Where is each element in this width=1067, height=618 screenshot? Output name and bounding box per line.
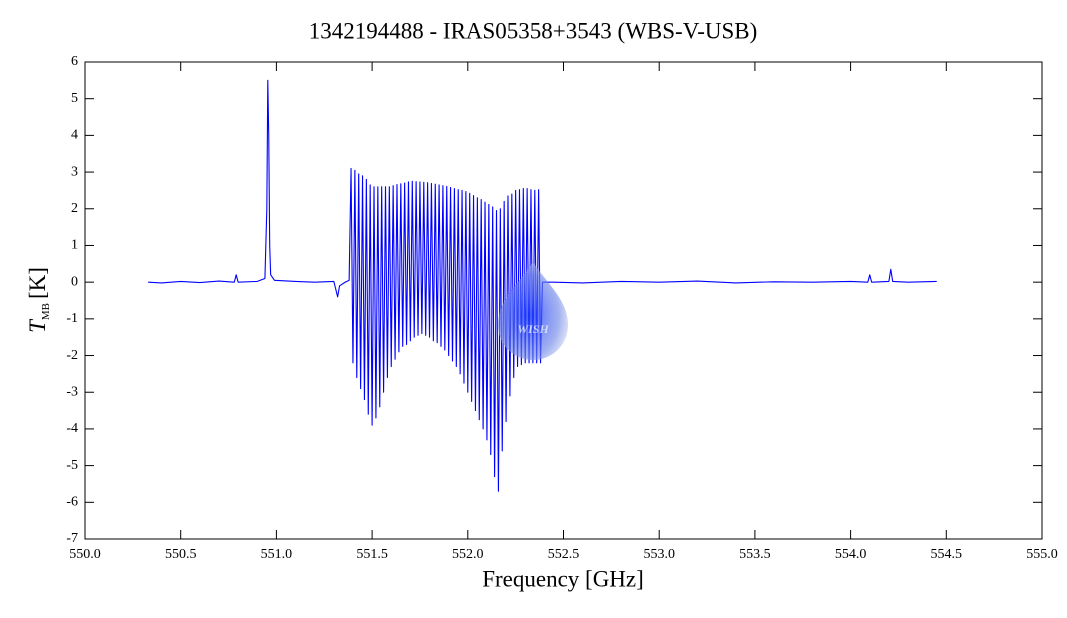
- x-tick-label: 553.5: [739, 547, 771, 562]
- y-label-unit: [K]: [25, 267, 50, 299]
- y-tick-label: 5: [71, 91, 78, 106]
- y-tick-label: 4: [71, 128, 78, 143]
- y-tick-label: 0: [71, 274, 78, 289]
- x-tick-label: 551.0: [261, 547, 293, 562]
- x-tick-label: 552.5: [548, 547, 580, 562]
- y-tick-label: 6: [71, 54, 78, 69]
- y-tick-label: -7: [66, 531, 78, 546]
- spectrum-line: [148, 79, 937, 492]
- x-tick-label: 550.5: [165, 547, 197, 562]
- x-tick-label: 551.5: [356, 547, 388, 562]
- x-tick-label: 554.0: [835, 547, 867, 562]
- y-tick-label: 1: [71, 238, 78, 253]
- x-tick-label: 553.0: [643, 547, 675, 562]
- y-axis-label: TMB [K]: [25, 267, 51, 333]
- x-tick-label: 554.5: [931, 547, 963, 562]
- marks: [148, 79, 937, 492]
- y-tick-label: -4: [66, 421, 78, 436]
- chart-title: 1342194488 - IRAS05358+3543 (WBS-V-USB): [309, 18, 758, 43]
- watermark-text: WISH: [517, 322, 549, 336]
- x-tick-label: 555.0: [1026, 547, 1058, 562]
- y-label-symbol: T: [25, 318, 50, 333]
- y-tick-label: 2: [71, 201, 78, 216]
- y-tick-label: -6: [66, 495, 78, 510]
- x-tick-label: 550.0: [69, 547, 101, 562]
- x-axis-label: Frequency [GHz]: [482, 566, 644, 591]
- y-label-subscript: MB: [40, 303, 52, 320]
- y-tick-label: 3: [71, 164, 78, 179]
- y-tick-label: -3: [66, 384, 78, 399]
- y-tick-label: -1: [66, 311, 78, 326]
- y-tick-label: -2: [66, 348, 78, 363]
- watermark: WISH: [498, 262, 568, 360]
- y-tick-label: -5: [66, 458, 78, 473]
- watermark-drop: [498, 262, 568, 360]
- plot-frame: [84, 61, 1043, 540]
- x-tick-label: 552.0: [452, 547, 484, 562]
